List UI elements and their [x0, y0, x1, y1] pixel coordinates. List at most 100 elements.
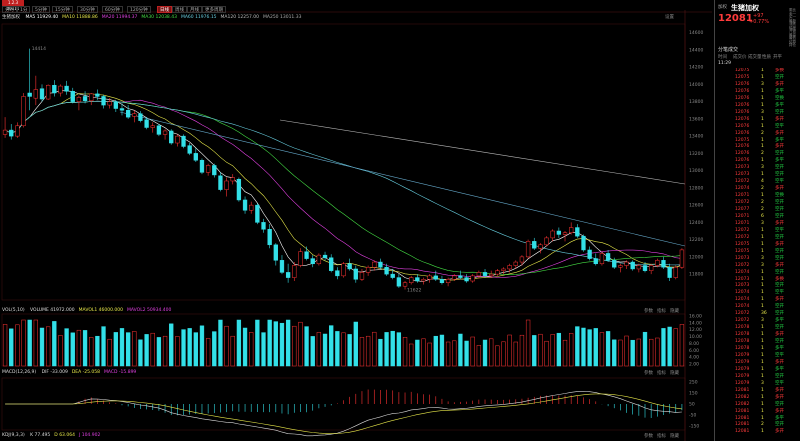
volume-tick: 14.00 [689, 320, 702, 326]
tab-4[interactable]: 30分钟 [77, 6, 98, 13]
candle-body [58, 85, 63, 94]
panel-button[interactable]: 隐藏 [670, 434, 679, 439]
panel-button[interactable]: 参数 [644, 434, 653, 439]
panel-button[interactable]: 参数 [644, 309, 653, 314]
volume-bar [365, 335, 371, 367]
app-badge: 1.2.3 00111 [2, 0, 24, 11]
candle-body [655, 260, 660, 266]
trade-row: 12076 1 多开 [715, 117, 799, 124]
settings-button[interactable]: 设置 [665, 15, 674, 20]
candle-body [2, 129, 8, 135]
trade-volume: 3 [761, 255, 764, 261]
trade-price: 12076 [735, 123, 750, 129]
candle-body [255, 204, 260, 223]
tab-7[interactable]: 日线 [157, 6, 172, 13]
panel-button[interactable]: 指标 [657, 371, 666, 376]
candle-body [119, 108, 125, 111]
trades-list[interactable]: 12075 1 多换 12075 1 空开 12076 3 多开 12076 1 多平 12076 1 空换… [715, 68, 799, 441]
candle-body [304, 251, 309, 259]
high-annotation: 14414 [32, 46, 46, 52]
volume-bar [107, 338, 112, 367]
candles [2, 48, 685, 290]
candle-body [242, 199, 248, 211]
trade-row: 12076 3 空开 [715, 110, 799, 117]
candle-body [230, 177, 235, 182]
price-tick: 14200 [689, 65, 703, 71]
trade-row: 12072 3 多平 [715, 318, 799, 325]
trade-type: 空平 [775, 352, 784, 358]
panel-button[interactable]: 隐藏 [670, 371, 679, 376]
trade-type: 空平 [775, 380, 784, 386]
trade-type: 多平 [775, 88, 784, 94]
candle-body [21, 96, 26, 127]
trades-header: 分笔成交 [718, 47, 739, 53]
panel-button[interactable]: 指标 [657, 434, 666, 439]
candle-body [605, 253, 611, 261]
candle-body [409, 277, 414, 284]
legend-item: MAVOL2 50934.400 [127, 308, 172, 313]
trade-row: 12072 4 空平 [715, 179, 799, 186]
trade-type: 空开 [775, 74, 784, 80]
trade-row: 12081 1 多开 [715, 388, 799, 395]
tab-9[interactable]: 月线 [187, 6, 202, 13]
volume-bar [193, 332, 198, 367]
candle-body [132, 113, 137, 117]
trade-type: 多开 [775, 116, 784, 122]
candle-body [445, 279, 451, 283]
panel-button[interactable]: 指标 [657, 309, 666, 314]
candle-body [439, 279, 445, 283]
volume-bar [679, 324, 685, 367]
volume-bar [513, 341, 518, 367]
volume-bar [624, 335, 629, 367]
tab-6[interactable]: 120分钟 [127, 6, 151, 13]
trade-price: 12076 [735, 109, 750, 115]
volume-bar [310, 336, 315, 367]
candle-body [70, 91, 75, 102]
tab-8[interactable]: 周线 [172, 6, 187, 13]
candle-body [464, 277, 469, 282]
candle-body [353, 268, 358, 280]
panel-button[interactable]: 隐藏 [670, 309, 679, 314]
legend-item: MA5 11929.40 [25, 15, 59, 20]
volume-bar [353, 321, 358, 367]
trade-row: 12074 1 空平 [715, 290, 799, 297]
macd-tick: -50 [689, 413, 696, 419]
trade-row: 12081 1 多开 [715, 429, 799, 436]
volume-bar [242, 327, 248, 367]
candle-body [205, 165, 211, 173]
panel-button[interactable]: 参数 [644, 371, 653, 376]
trade-row: 12071 6 空开 [715, 214, 799, 221]
candle-body [181, 135, 186, 147]
candle-body [372, 261, 377, 268]
trade-type: 空换 [775, 193, 784, 199]
tab-0[interactable]: 分时 [2, 6, 17, 13]
candle-body [150, 125, 155, 128]
tab-5[interactable]: 60分钟 [102, 6, 123, 13]
volume-bar [470, 336, 475, 367]
trade-volume: 1 [761, 74, 764, 80]
legend-item: DIF -33.009 [41, 370, 68, 375]
trade-price: 12073 [735, 276, 750, 282]
trade-type: 空开 [775, 339, 784, 345]
ma-lines [4, 90, 686, 282]
trade-volume: 1 [761, 88, 764, 94]
tab-1[interactable]: 1分 [17, 6, 31, 13]
volume-bar [476, 345, 482, 367]
ma-line-20 [4, 99, 682, 278]
volume-bar [329, 325, 334, 367]
legend-item: MACD -15.899 [104, 370, 137, 375]
trade-volume: 3 [761, 165, 764, 171]
candle-body [390, 273, 395, 278]
side-label: 最高 [789, 32, 796, 37]
trade-price: 12076 [735, 130, 750, 136]
trade-row: 12078 1 空开 [715, 325, 799, 332]
tab-3[interactable]: 15分钟 [52, 6, 73, 13]
trade-price: 12073 [735, 165, 750, 171]
tab-2[interactable]: 5分钟 [32, 6, 50, 13]
volume-bar [532, 335, 537, 367]
candle-body [125, 110, 131, 118]
tab-10[interactable]: 更多周期 [202, 6, 226, 13]
volume-bar [76, 329, 82, 367]
volume-bar [458, 333, 463, 367]
trade-price: 12071 [735, 193, 750, 199]
